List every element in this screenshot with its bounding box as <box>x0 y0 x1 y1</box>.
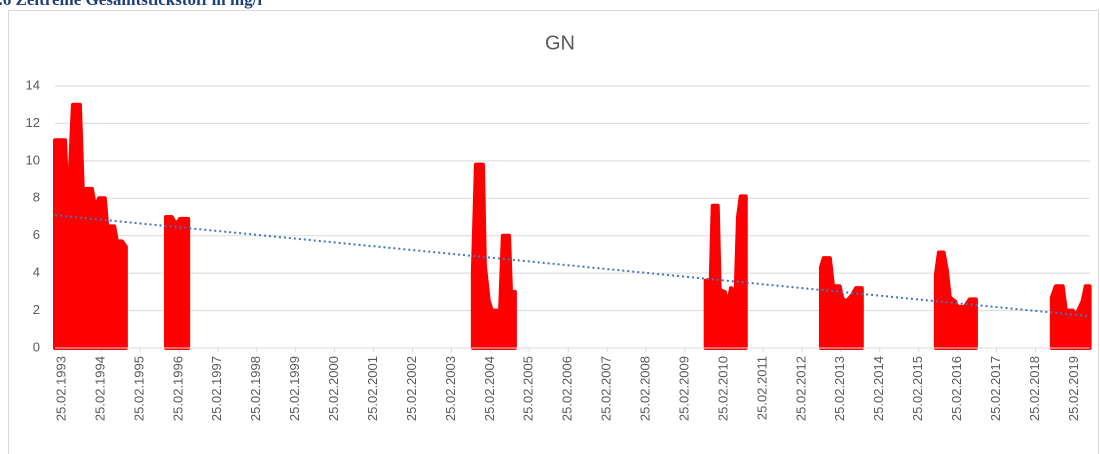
x-tick-label: 25.02.2002 <box>404 356 419 421</box>
x-tick-label: 25.02.2019 <box>1066 356 1081 421</box>
area <box>703 194 748 350</box>
area <box>933 250 978 350</box>
x-tick-label: 25.02.1994 <box>92 356 107 421</box>
x-tick-label: 25.02.2017 <box>988 356 1003 421</box>
y-tick-label: 4 <box>33 265 40 280</box>
area <box>53 102 128 350</box>
x-tick-label: 25.02.1993 <box>53 356 68 421</box>
chart-title: GN <box>545 32 575 54</box>
x-tick-label: 25.02.2005 <box>521 356 536 421</box>
x-tick-label: 25.02.2015 <box>910 356 925 421</box>
area <box>1049 284 1092 350</box>
x-tick-label: 25.02.1995 <box>131 356 146 421</box>
x-tick-label: 25.02.2013 <box>832 356 847 421</box>
trendline <box>54 214 1090 318</box>
x-tick-label: 25.02.2014 <box>871 356 886 421</box>
x-tick-label: 25.02.2004 <box>482 356 497 421</box>
area <box>818 256 864 350</box>
heading: 3.6 Zeitreihe Gesamtstickstoff in mg/l <box>0 0 262 9</box>
area <box>163 215 191 350</box>
x-tick-label: 25.02.2011 <box>754 356 769 420</box>
x-tick-label: 25.02.2010 <box>715 356 730 421</box>
y-tick-label: 8 <box>33 190 40 205</box>
x-tick-label: 25.02.2009 <box>676 356 691 421</box>
x-tick-label: 25.02.2000 <box>326 356 341 421</box>
x-tick-label: 25.02.1999 <box>287 356 302 421</box>
x-tick-label: 25.02.2006 <box>560 356 575 421</box>
x-tick-label: 25.02.2001 <box>365 356 380 421</box>
x-tick-label: 25.02.2016 <box>949 356 964 421</box>
area <box>470 162 517 350</box>
x-tick-label: 25.02.2008 <box>638 356 653 421</box>
y-tick-label: 12 <box>26 115 40 130</box>
y-tick-label: 14 <box>26 77 40 92</box>
x-tick-label: 25.02.2012 <box>793 356 808 421</box>
y-tick-label: 6 <box>33 227 40 242</box>
y-tick-label: 0 <box>33 339 40 354</box>
x-tick-label: 25.02.1997 <box>209 356 224 421</box>
x-tick-label: 25.02.1996 <box>170 356 185 421</box>
y-tick-label: 2 <box>33 302 40 317</box>
x-tick-label: 25.02.2018 <box>1027 356 1042 421</box>
y-tick-label: 10 <box>26 152 40 167</box>
x-tick-label: 25.02.1998 <box>248 356 263 421</box>
x-tick-label: 25.02.2003 <box>443 356 458 421</box>
x-tick-label: 25.02.2007 <box>599 356 614 421</box>
